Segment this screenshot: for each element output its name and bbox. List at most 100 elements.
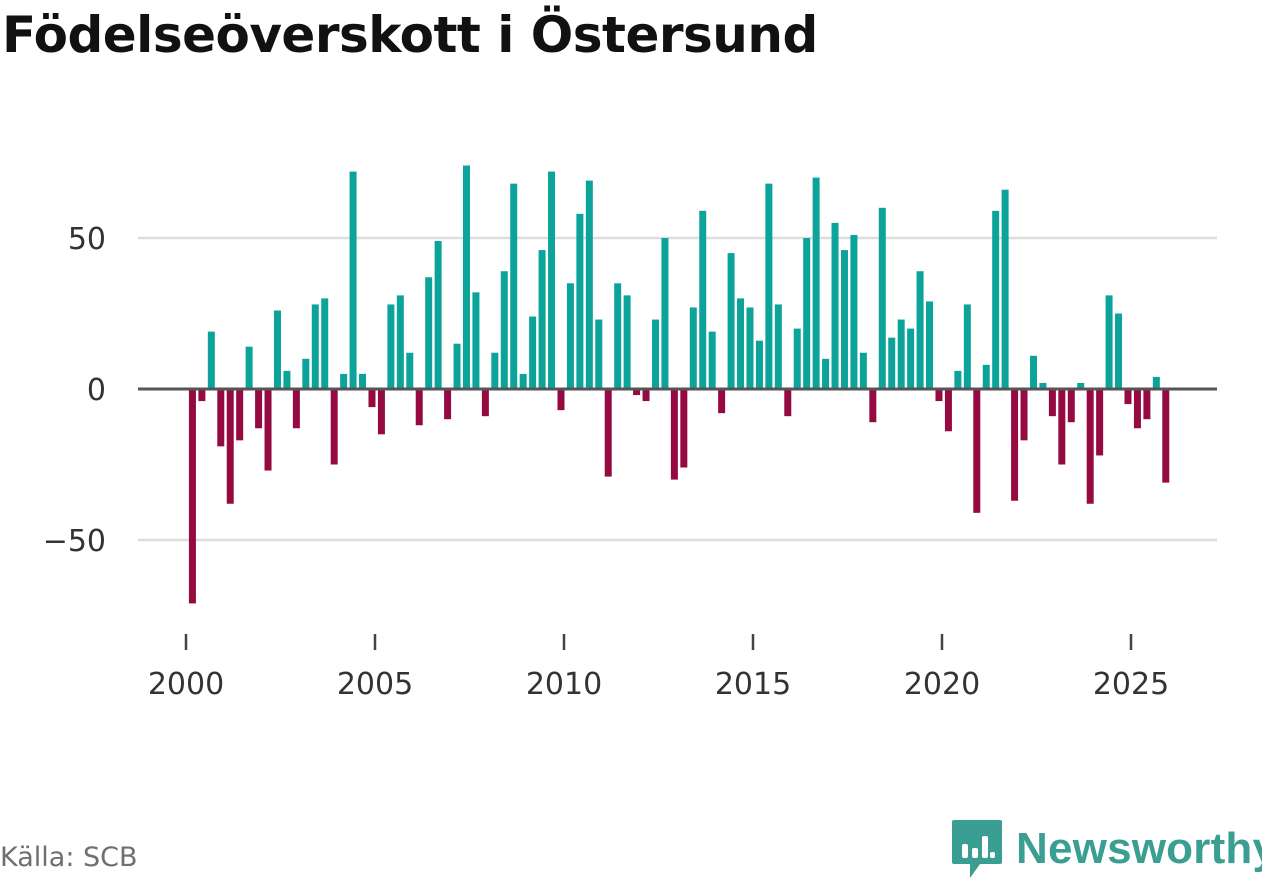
bar [623,295,631,389]
bar [765,183,773,389]
bar [1124,389,1132,405]
bar [661,238,669,389]
bar [680,389,688,468]
bar [472,292,480,389]
bar [491,352,499,389]
y-tick-label: 0 [87,373,106,408]
bar [415,389,423,426]
bar [406,352,414,389]
bar [1067,389,1075,423]
bar [529,316,537,389]
bar [1020,389,1028,441]
x-tick-label: 2000 [148,667,224,702]
bar [689,307,697,389]
x-axis-ticks: 2000 2005 2010 2015 2020 2025 [148,634,1169,702]
bar [935,389,943,402]
bar [888,337,896,389]
bar [255,389,263,429]
bar [878,207,886,389]
bar [822,358,830,389]
bar [944,389,952,432]
bar [548,171,556,389]
bar [576,213,584,389]
y-tick-label: 50 [68,222,106,257]
bar [321,298,329,389]
bar [1086,389,1094,504]
bar [718,389,726,414]
bar [1105,295,1113,389]
source-note: Källa: SCB [0,842,138,873]
bar [604,389,612,477]
bar [992,210,1000,389]
y-axis-tick-labels: 50 0 −50 [43,222,106,559]
bar [926,301,934,389]
bar [1077,382,1085,389]
bar [425,277,433,389]
bar [793,328,801,389]
bar [670,389,678,480]
x-tick-label: 2010 [526,667,602,702]
bar [340,373,348,389]
bar [264,389,272,471]
bar [1162,389,1170,483]
bar [359,373,367,389]
bar [1133,389,1141,429]
bar [642,389,650,402]
bar [614,283,622,389]
bar [973,389,981,513]
bar [330,389,338,465]
bar [916,271,924,389]
bar [377,389,385,435]
brand-name: Newsworthy [1016,824,1262,873]
bar [292,389,300,429]
bar [566,283,574,389]
x-tick-label: 2020 [904,667,980,702]
bar [1058,389,1066,465]
bar [954,370,962,389]
bar [302,358,310,389]
bar [236,389,244,441]
bar [907,328,915,389]
bar [755,340,763,389]
bar [368,389,376,408]
bars [188,165,1170,604]
bar [387,304,395,389]
bar [803,238,811,389]
bar [226,389,234,504]
bar [1048,389,1056,417]
bar [519,373,527,389]
bar [595,319,603,389]
bar [897,319,905,389]
newsworthy-logo-icon [952,820,1002,878]
bar [784,389,792,417]
bar [746,307,754,389]
bar [1143,389,1151,420]
bar [444,389,452,420]
bar [245,346,253,389]
bar [434,241,442,389]
bar [737,298,745,389]
bar [273,310,281,389]
bar [1096,389,1104,456]
bar [538,250,546,389]
bar [1011,389,1019,501]
bar [651,319,659,389]
newsworthy-brand[interactable]: Newsworthy [950,818,1262,880]
bar [462,165,470,389]
bar [217,389,225,447]
bar [869,389,877,423]
bar [982,364,990,389]
bar [859,352,867,389]
bar [727,253,735,389]
chart-title: Födelseöverskott i Östersund [2,6,818,64]
bar [510,183,518,389]
bar [1115,313,1123,389]
x-tick-label: 2005 [337,667,413,702]
bar [708,331,716,389]
bar [850,234,858,389]
bar [453,343,461,389]
x-tick-label: 2015 [715,667,791,702]
bar [1039,382,1047,389]
bar [840,250,848,389]
bar [207,331,215,389]
